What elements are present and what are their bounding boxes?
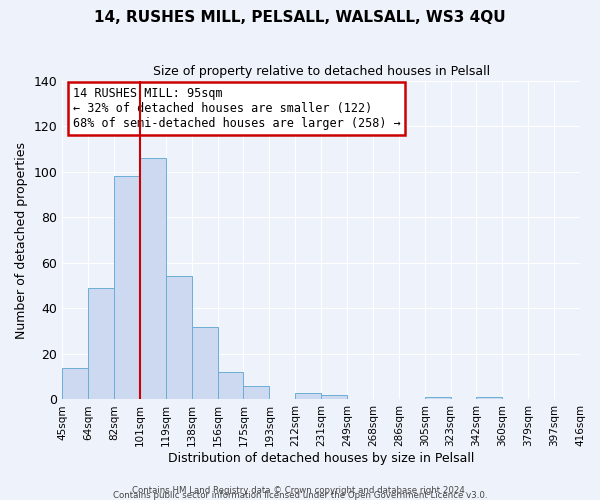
Bar: [218, 372, 244, 400]
Title: Size of property relative to detached houses in Pelsall: Size of property relative to detached ho…: [152, 65, 490, 78]
Bar: [476, 397, 502, 400]
Bar: [295, 392, 321, 400]
Bar: [166, 276, 192, 400]
Bar: [140, 158, 166, 400]
Text: Contains HM Land Registry data © Crown copyright and database right 2024.: Contains HM Land Registry data © Crown c…: [132, 486, 468, 495]
Text: 14, RUSHES MILL, PELSALL, WALSALL, WS3 4QU: 14, RUSHES MILL, PELSALL, WALSALL, WS3 4…: [94, 10, 506, 25]
Bar: [62, 368, 88, 400]
Bar: [192, 326, 218, 400]
Bar: [321, 395, 347, 400]
Bar: [114, 176, 140, 400]
Bar: [244, 386, 269, 400]
X-axis label: Distribution of detached houses by size in Pelsall: Distribution of detached houses by size …: [168, 452, 475, 465]
Bar: [88, 288, 114, 400]
Text: Contains public sector information licensed under the Open Government Licence v3: Contains public sector information licen…: [113, 491, 487, 500]
Bar: [425, 397, 451, 400]
Text: 14 RUSHES MILL: 95sqm
← 32% of detached houses are smaller (122)
68% of semi-det: 14 RUSHES MILL: 95sqm ← 32% of detached …: [73, 87, 400, 130]
Y-axis label: Number of detached properties: Number of detached properties: [15, 142, 28, 338]
